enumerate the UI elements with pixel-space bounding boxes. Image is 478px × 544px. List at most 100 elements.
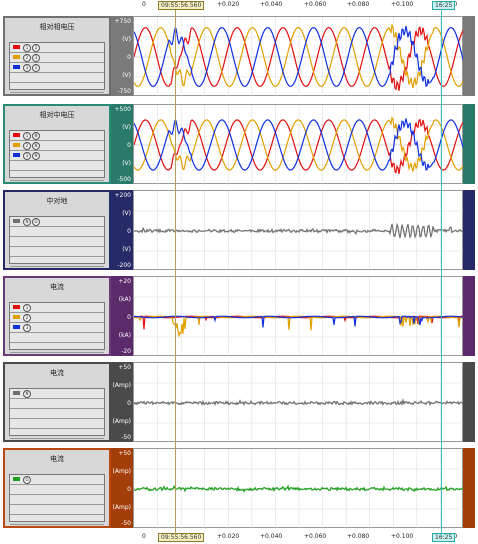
y-tick-label: (V)	[122, 160, 131, 167]
channel-color-swatch	[13, 391, 20, 395]
y-tick-label: +50	[118, 364, 131, 371]
channel-row[interactable]: N	[10, 389, 104, 399]
channel-row[interactable]: 1	[10, 303, 104, 313]
axis-tick-label: +0.020	[217, 1, 240, 8]
waveform-plot[interactable]	[133, 276, 464, 357]
y-tick-label: 0	[127, 142, 131, 149]
cursor-b-line[interactable]	[441, 10, 442, 536]
y-tick-label: -200	[117, 262, 131, 269]
cursor-b-time-label[interactable]: 16:25	[432, 533, 456, 542]
panel-title: 中对地	[46, 197, 68, 205]
series-line	[134, 118, 464, 171]
channel-terminal-icon: 1	[23, 132, 31, 140]
channel-legend-box: 电流 G	[3, 448, 111, 528]
axis-tick-label: +0.100	[391, 533, 414, 540]
cursor-a-time-label[interactable]: 09:55:56.560	[158, 1, 205, 10]
channel-color-swatch	[13, 143, 20, 147]
channel-color-swatch	[13, 325, 20, 329]
y-tick-label: (V)	[122, 210, 131, 217]
channel-terminal-icon: 2	[23, 54, 31, 62]
series-line	[134, 397, 464, 407]
panel-p2: 相对中电压1N2N3N+500(V)0(V)-500www.PowerStand…	[3, 104, 475, 185]
cursor-b-time-label[interactable]: 16:25	[432, 1, 456, 10]
waveform-svg	[134, 105, 464, 185]
y-scale-strip: +20 (kA) 0 (kA) -20	[111, 276, 133, 356]
channel-terminal-icon: N	[23, 390, 31, 398]
channel-terminal-icon: N	[23, 218, 31, 226]
channel-row	[10, 171, 104, 181]
channel-legend-box: 电流 1 2 3	[3, 276, 111, 356]
channel-terminal-icon: G	[32, 218, 40, 226]
series-line	[134, 23, 464, 89]
panel-p5: 电流 N +50 (Amp) 0 (Amp) -50 www.PowerStandards.c…	[3, 362, 475, 443]
y-tick-label: (Amp)	[112, 382, 131, 389]
y-tick-label: -50	[121, 434, 131, 441]
channel-color-swatch	[13, 65, 20, 69]
y-tick-label: (V)	[122, 246, 131, 253]
axis-tick-label: +0.080	[347, 533, 370, 540]
waveform-plot[interactable]	[133, 16, 464, 97]
panel-title: 电流	[50, 283, 64, 291]
waveform-svg	[134, 363, 464, 443]
brand-strip: www.PowerStandards.com	[463, 104, 475, 184]
channel-row	[10, 333, 104, 343]
y-tick-label: -20	[121, 348, 131, 355]
channel-row	[10, 429, 104, 439]
panel-p6: 电流 G +50 (Amp) 0 (Amp) -50 www.PowerStandards.c…	[3, 448, 475, 529]
series-line	[134, 484, 464, 493]
channel-row[interactable]: 3	[10, 323, 104, 333]
waveform-svg	[134, 17, 464, 97]
series-line	[134, 116, 464, 172]
axis-tick-label: 0	[142, 1, 146, 8]
cursor-a-time-label[interactable]: 09:55:56.560	[158, 533, 205, 542]
channel-legend-box: 相对中电压 1 N 2 N 3 N	[3, 104, 111, 184]
panel-p1: 相对相电压122331+750(V)0(V)-750www.PowerStand…	[3, 16, 475, 97]
y-tick-label: 0	[127, 400, 131, 407]
panel-title: 相对中电压	[39, 111, 75, 119]
channel-color-swatch	[13, 133, 20, 137]
waveform-plot[interactable]	[133, 362, 464, 443]
channel-row[interactable]: G	[10, 475, 104, 485]
channel-terminal-icon: 2	[32, 44, 40, 52]
y-tick-label: 0	[127, 486, 131, 493]
brand-strip: www.PowerStandards.com	[463, 276, 475, 356]
channel-grid: G	[9, 474, 105, 525]
y-tick-label: -500	[117, 176, 131, 183]
channel-row	[10, 73, 104, 83]
cursor-a-line[interactable]	[175, 10, 176, 536]
y-tick-label: -50	[121, 520, 131, 527]
waveform-plot[interactable]	[133, 448, 464, 529]
y-scale-strip: +750 (V) 0 (V) -750	[111, 16, 133, 96]
channel-color-swatch	[13, 477, 20, 481]
panel-title: 相对相电压	[39, 23, 75, 31]
channel-row[interactable]: 2	[10, 313, 104, 323]
waveform-plot[interactable]	[133, 190, 464, 271]
channel-color-swatch	[13, 45, 20, 49]
channel-color-swatch	[13, 55, 20, 59]
axis-tick-label: +0.020	[217, 533, 240, 540]
top-time-axis: 0+0.020+0.040+0.060+0.080+0.100+0.12009:…	[0, 0, 478, 12]
y-tick-label: 0	[127, 314, 131, 321]
channel-color-swatch	[13, 153, 20, 157]
y-tick-label: +500	[114, 106, 131, 113]
channel-row	[10, 227, 104, 237]
y-tick-label: +750	[114, 18, 131, 25]
channel-terminal-icon: 3	[23, 152, 31, 160]
channel-row	[10, 399, 104, 409]
channel-legend-box: 电流 N	[3, 362, 111, 442]
waveform-plot[interactable]	[133, 104, 464, 185]
axis-tick-label: +0.100	[391, 1, 414, 8]
channel-terminal-icon: N	[32, 132, 40, 140]
channel-terminal-icon: G	[23, 476, 31, 484]
axis-tick-label: +0.060	[304, 1, 327, 8]
